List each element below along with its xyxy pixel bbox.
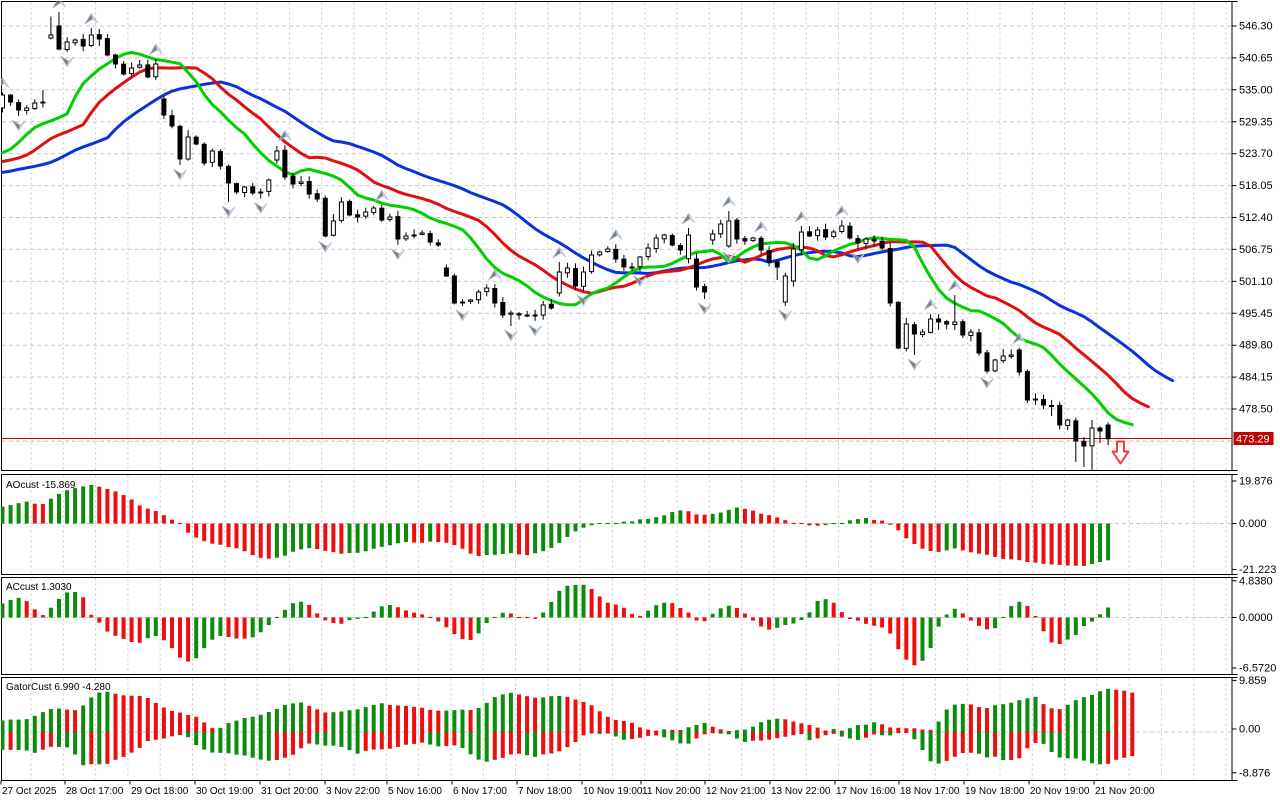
svg-text:30 Oct 19:00: 30 Oct 19:00 bbox=[196, 786, 254, 797]
svg-text:546.30: 546.30 bbox=[1239, 21, 1273, 33]
svg-text:6 Nov 17:00: 6 Nov 17:00 bbox=[453, 786, 507, 797]
svg-text:GatorCust 6.990 -4.280: GatorCust 6.990 -4.280 bbox=[6, 682, 111, 693]
svg-text:540.65: 540.65 bbox=[1239, 52, 1273, 64]
svg-text:7 Nov 18:00: 7 Nov 18:00 bbox=[518, 786, 572, 797]
svg-text:478.50: 478.50 bbox=[1239, 404, 1273, 416]
svg-text:ACcust 1.3030: ACcust 1.3030 bbox=[6, 582, 72, 593]
svg-text:-6.5720: -6.5720 bbox=[1239, 663, 1276, 675]
svg-text:19.876: 19.876 bbox=[1239, 476, 1273, 488]
svg-text:10 Nov 19:00: 10 Nov 19:00 bbox=[583, 786, 643, 797]
svg-text:-8.876: -8.876 bbox=[1239, 767, 1270, 779]
svg-text:AOcust -15.869: AOcust -15.869 bbox=[6, 480, 76, 491]
svg-text:31 Oct 20:00: 31 Oct 20:00 bbox=[261, 786, 319, 797]
svg-text:0.0000: 0.0000 bbox=[1239, 612, 1273, 624]
svg-text:501.10: 501.10 bbox=[1239, 276, 1273, 288]
svg-text:495.45: 495.45 bbox=[1239, 308, 1273, 320]
svg-text:0.00: 0.00 bbox=[1239, 724, 1260, 736]
svg-text:0.000: 0.000 bbox=[1239, 518, 1267, 530]
svg-text:12 Nov 21:00: 12 Nov 21:00 bbox=[706, 786, 766, 797]
svg-text:9.859: 9.859 bbox=[1239, 675, 1267, 687]
svg-text:4.8380: 4.8380 bbox=[1239, 575, 1273, 587]
svg-text:529.35: 529.35 bbox=[1239, 116, 1273, 128]
svg-text:11 Nov 20:00: 11 Nov 20:00 bbox=[642, 786, 701, 797]
svg-text:21 Nov 20:00: 21 Nov 20:00 bbox=[1095, 786, 1155, 797]
svg-text:3 Nov 22:00: 3 Nov 22:00 bbox=[326, 786, 380, 797]
svg-text:28 Oct 17:00: 28 Oct 17:00 bbox=[66, 786, 124, 797]
svg-text:489.80: 489.80 bbox=[1239, 340, 1273, 352]
svg-text:18 Nov 17:00: 18 Nov 17:00 bbox=[900, 786, 960, 797]
svg-text:20 Nov 19:00: 20 Nov 19:00 bbox=[1030, 786, 1090, 797]
svg-text:-21.223: -21.223 bbox=[1239, 564, 1276, 576]
svg-text:512.40: 512.40 bbox=[1239, 212, 1273, 224]
svg-text:523.70: 523.70 bbox=[1239, 148, 1273, 160]
svg-text:27 Oct 2025: 27 Oct 2025 bbox=[2, 786, 57, 797]
svg-text:473.29: 473.29 bbox=[1236, 434, 1270, 446]
svg-text:484.15: 484.15 bbox=[1239, 372, 1273, 384]
svg-text:506.75: 506.75 bbox=[1239, 244, 1273, 256]
svg-text:535.00: 535.00 bbox=[1239, 84, 1273, 96]
svg-text:13 Nov 22:00: 13 Nov 22:00 bbox=[771, 786, 831, 797]
svg-text:5 Nov 16:00: 5 Nov 16:00 bbox=[388, 786, 442, 797]
svg-text:17 Nov 16:00: 17 Nov 16:00 bbox=[836, 786, 896, 797]
svg-text:29 Oct 18:00: 29 Oct 18:00 bbox=[131, 786, 189, 797]
svg-text:19 Nov 18:00: 19 Nov 18:00 bbox=[965, 786, 1025, 797]
svg-text:518.05: 518.05 bbox=[1239, 180, 1273, 192]
